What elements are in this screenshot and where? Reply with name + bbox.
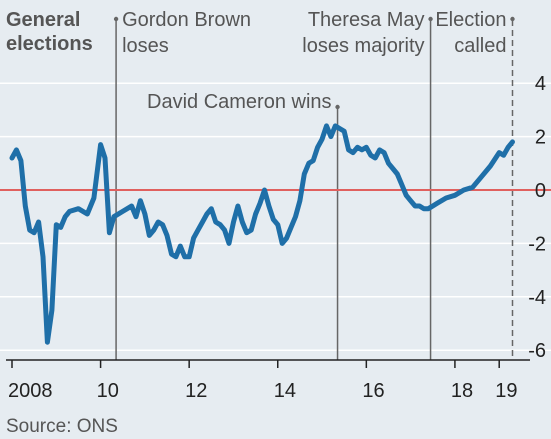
- chart-title-line: elections: [6, 33, 93, 55]
- source-note: Source: ONS: [6, 416, 118, 437]
- x-tick-label: 10: [97, 380, 119, 402]
- event-dot: [428, 17, 432, 21]
- event-label: Election: [435, 9, 506, 31]
- y-tick-label: -2: [528, 233, 546, 255]
- y-tick-label: 2: [535, 127, 546, 149]
- x-tick-label: 18: [451, 380, 473, 402]
- event-label: Gordon Brown: [122, 9, 251, 31]
- event-label: Theresa May: [308, 9, 425, 31]
- event-dot: [335, 105, 339, 109]
- event-label: called: [454, 35, 506, 57]
- x-tick-label: 2008: [8, 380, 53, 402]
- event-dot: [510, 17, 514, 21]
- x-tick-label: 12: [185, 380, 207, 402]
- y-tick-label: 4: [535, 73, 546, 95]
- event-label: loses: [122, 35, 169, 57]
- event-dot: [114, 17, 118, 21]
- y-tick-label: -4: [528, 287, 546, 309]
- event-label: loses majority: [302, 35, 424, 57]
- x-tick-label: 14: [274, 380, 296, 402]
- x-tick-label: 16: [362, 380, 384, 402]
- y-tick-label: 0: [535, 180, 546, 202]
- event-label: David Cameron wins: [147, 91, 332, 113]
- chart-title-line: General: [6, 9, 80, 31]
- y-tick-label: -6: [528, 340, 546, 362]
- x-tick-label: 19: [495, 380, 517, 402]
